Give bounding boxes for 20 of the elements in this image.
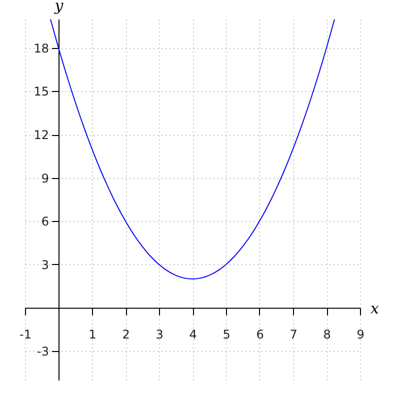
line-series (50, 18, 336, 280)
y-tick-label: 9 (41, 171, 49, 186)
x-tick-label: 8 (323, 327, 331, 342)
x-tick-label: 4 (189, 327, 197, 342)
x-tick-label: 7 (290, 327, 298, 342)
y-axis-title: y (54, 0, 64, 14)
y-tick-label: -3 (37, 344, 49, 359)
x-axis-title: x (370, 299, 380, 318)
y-tick-label: 12 (34, 128, 49, 142)
x-tick-label: 1 (88, 327, 96, 342)
x-tick-label: 5 (222, 327, 230, 342)
y-tick-label: 6 (41, 214, 49, 229)
x-tick-label: 9 (356, 327, 364, 342)
y-tick-label: 15 (34, 84, 49, 99)
x-tick-label: 2 (122, 327, 130, 342)
x-tick-label: 6 (256, 327, 264, 342)
x-tick-label: 3 (156, 327, 164, 342)
y-tick-label: 3 (41, 258, 49, 272)
y-tick-label: 18 (34, 41, 49, 56)
x-tick-label: -1 (20, 327, 32, 342)
